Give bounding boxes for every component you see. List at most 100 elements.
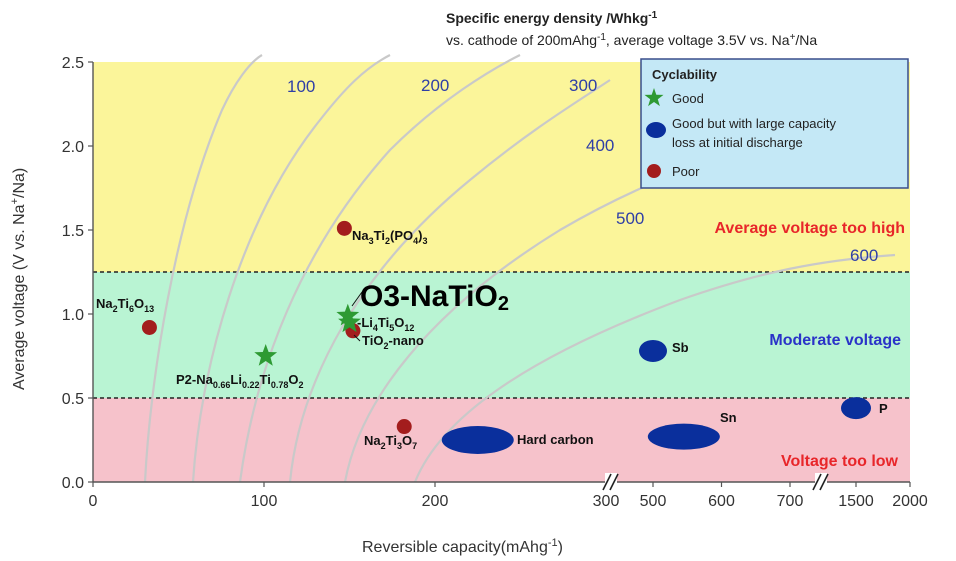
data-point-good	[254, 344, 278, 366]
label-part: (PO	[390, 228, 413, 243]
label-part: Na	[96, 296, 113, 311]
energy-density-contour	[238, 54, 521, 483]
x-tick-label: 100	[251, 493, 278, 510]
y-tick-label: 2.0	[62, 139, 84, 156]
y-tick-label: 1.0	[62, 307, 84, 324]
y-tick-label: 2.5	[62, 55, 84, 72]
label-part: O	[402, 433, 412, 448]
label-part: 13	[144, 304, 154, 314]
x-tick-label: 500	[640, 493, 667, 510]
y-tick-label: 0.5	[62, 391, 84, 408]
legend-ellipse-marker	[646, 122, 666, 138]
x-tick-label: 0	[89, 493, 98, 510]
legend-good-label: Good	[672, 91, 704, 106]
data-point-good	[336, 303, 360, 326]
energy-density-contour	[288, 79, 611, 483]
label-part: O	[394, 315, 404, 330]
point-label: TiO2-nano	[362, 333, 424, 351]
point-label: Na3Ti2(PO4)3	[352, 228, 427, 246]
label-part: 2	[385, 236, 390, 246]
leader-line	[351, 291, 363, 307]
axis-break-mark	[812, 473, 822, 491]
label-part: Na	[352, 228, 369, 243]
legend-large-loss-label-line2: loss at initial discharge	[672, 135, 803, 150]
contour-label-500: 500	[616, 209, 644, 228]
label-part: Ti	[118, 296, 129, 311]
legend-circle-marker	[647, 164, 661, 178]
axis-break-gap	[605, 473, 617, 491]
label-part: 0.78	[271, 380, 289, 390]
label-part: 3	[397, 441, 402, 451]
legend-title: Cyclability	[652, 67, 718, 82]
legend-poor-label: Poor	[672, 164, 700, 179]
x-tick-label: 600	[708, 493, 735, 510]
region-label: Voltage too low	[781, 453, 899, 470]
label-part: 4	[373, 323, 378, 333]
label-part: 2	[113, 304, 118, 314]
points-layer: Na2Ti6O13Na3Ti2(PO4)3TiO2-nanoNa2Ti3O7O3…	[96, 220, 888, 454]
label-part: O	[288, 372, 298, 387]
contour-label-600: 600	[850, 246, 878, 265]
region-label: Average voltage too high	[714, 220, 905, 237]
point-label: Na2Ti6O13	[96, 296, 154, 314]
x-tick-label: 700	[777, 493, 804, 510]
label-part: 4	[413, 236, 418, 246]
data-point-large-loss	[639, 339, 667, 362]
legend-box	[640, 58, 909, 189]
label-part: Li	[230, 372, 242, 387]
label-part: 0.66	[213, 380, 231, 390]
label-part: 2	[498, 293, 509, 315]
contour-label-100: 100	[287, 77, 315, 96]
point-label: Hard carbon	[517, 432, 594, 447]
label-part: 0.22	[242, 380, 260, 390]
data-point-large-loss	[647, 423, 720, 450]
legend: Cyclability Good Good but with large cap…	[640, 58, 909, 189]
legend-large-loss-label-line1: Good but with large capacity	[672, 116, 837, 131]
label-part: 6	[129, 304, 134, 314]
label-part: )	[418, 228, 422, 243]
point-label: P2-Na0.66Li0.22Ti0.78O2	[176, 372, 303, 390]
point-label: Sn	[720, 410, 737, 425]
region-label: Moderate voltage	[769, 332, 901, 349]
y-tick-label: 0.0	[62, 475, 84, 492]
label-part: Ti	[378, 315, 389, 330]
point-label: P	[879, 401, 888, 416]
y-tick-label: 1.5	[62, 223, 84, 240]
data-point-poor	[336, 220, 352, 236]
point-label: Na2Ti3O7	[364, 433, 417, 451]
label-part: O	[134, 296, 144, 311]
point-label: -Li4Ti5O12	[357, 315, 414, 333]
label-part: Ti	[259, 372, 270, 387]
label-part: 2	[298, 380, 303, 390]
axes-layer: 0.0 0.5 1.0 1.5 2.0 2.5 0 100 200 300 500 600 700 150…	[62, 55, 928, 510]
x-axis-label: Reversible capacity(mAhg-1)	[362, 537, 563, 556]
label-part: Ti	[386, 433, 397, 448]
label-part: 3	[369, 236, 374, 246]
energy-density-contour	[191, 54, 391, 483]
label-part: 7	[412, 441, 417, 451]
x-tick-label: 200	[422, 493, 449, 510]
contour-layer: 100 200 300 400 500 600	[143, 54, 896, 483]
label-part: O3-NaTiO	[360, 280, 498, 313]
data-point-large-loss	[841, 397, 871, 420]
chart-title-line2: vs. cathode of 200mAhg-1, average voltag…	[446, 32, 817, 48]
contour-label-200: 200	[421, 76, 449, 95]
label-part: -Li	[357, 315, 373, 330]
legend-star-marker	[644, 88, 664, 107]
data-point-poor	[396, 419, 412, 435]
point-label: O3-NaTiO2	[360, 280, 509, 315]
label-part: 12	[404, 323, 414, 333]
x-tick-label: 1500	[838, 493, 874, 510]
label-part: 2	[381, 441, 386, 451]
label-part: Ti	[374, 228, 385, 243]
chart-title-line1: Specific energy density /Whkg-1	[446, 10, 658, 26]
y-axis-label: Average voltage (V vs. Na+/Na)	[9, 168, 28, 390]
axis-break-gap	[815, 473, 827, 491]
label-part: 2	[383, 341, 388, 351]
data-point-good	[338, 310, 361, 333]
label-part: 5	[389, 323, 394, 333]
axis-break-mark	[819, 473, 829, 491]
label-part: Na	[364, 433, 381, 448]
x-tick-label: 300	[593, 493, 620, 510]
